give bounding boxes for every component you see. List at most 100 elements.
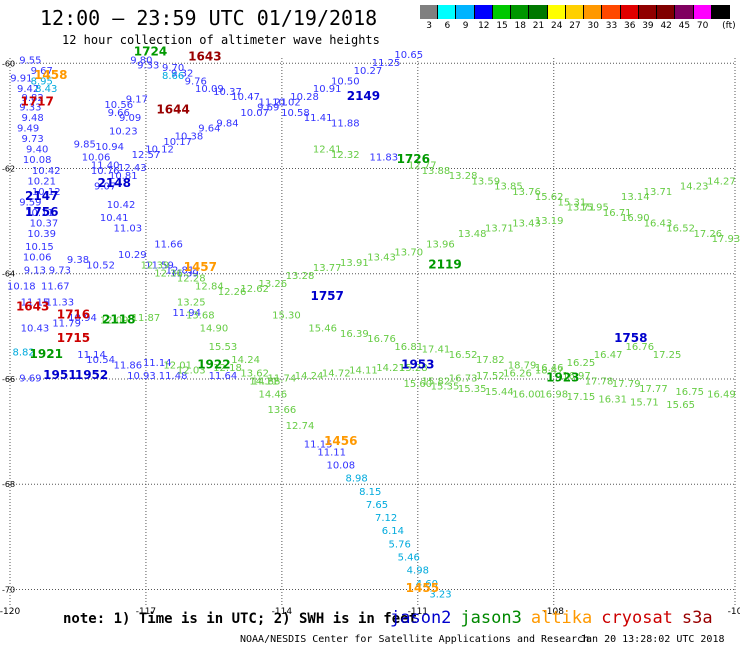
legend-jason3: jason3 [460,608,522,628]
wave-height-label: 10.29 [118,250,147,261]
wave-height-label: 13.85 [494,182,523,193]
wave-height-label: 3.23 [429,589,451,600]
wave-height-label: 9.84 [216,118,238,129]
wave-height-label: 10.76 [91,166,120,177]
wave-height-label: 10.37 [213,87,242,98]
wave-height-label: 16.76 [626,342,655,353]
wave-height-label: 16.71 [603,208,632,219]
color-scale-label: 18 [514,21,527,31]
time-label: 2149 [347,89,380,103]
wave-height-label: 15.28 [399,363,428,374]
wave-height-label: 11.83 [370,153,399,164]
wave-height-label: 10.11 [25,208,54,219]
color-swatch [547,5,566,19]
color-swatch [584,5,603,19]
wave-height-label: 16.75 [675,387,704,398]
wave-height-label: 10.41 [100,213,129,224]
wave-height-label: 9.48 [22,113,44,124]
wave-height-label: 12.28 [177,274,206,285]
wave-height-label: 14.24 [295,371,324,382]
wave-height-label: 9.69 [19,374,41,385]
wave-height-label: 10.50 [331,76,360,87]
color-swatch [693,5,712,19]
wave-height-label: 10.12 [32,187,61,198]
wave-height-label: 10.07 [240,108,269,119]
color-scale-label: (ft) [722,21,736,31]
wave-height-label: 10.42 [107,200,136,211]
wave-height-label: 11.15 [21,297,50,308]
wave-height-label: 15.71 [630,397,659,408]
wave-height-label: 17.93 [712,234,740,245]
time-label: 1455 [406,581,439,595]
credit-timestamp: Jan 20 13:28:02 UTC 2018 [580,634,725,645]
wave-height-label: 16.90 [621,213,650,224]
wave-height-label: 12.81 [166,266,195,277]
wave-height-label: 17.79 [612,379,641,390]
wave-height-label: 4.60 [416,579,438,590]
wave-height-label: 12.57 [132,150,161,161]
color-scale-bar [420,5,730,19]
wave-height-label: 10.09 [195,84,224,95]
wave-height-label: 12.74 [286,421,315,432]
wave-height-label: 12.62 [240,284,269,295]
color-scale-label: 42 [660,21,672,31]
wave-height-label: 5.76 [389,539,411,550]
color-swatch [565,5,585,19]
wave-height-label: 10.65 [394,50,423,61]
wave-height-label: 14.90 [200,324,229,335]
wave-height-label: 13.19 [535,216,564,227]
wave-height-label: 12.43 [118,163,147,174]
x-tick-label: -120 [0,607,20,617]
wave-height-label: 15.30 [272,310,301,321]
wave-height-label: 12.84 [195,282,224,293]
wave-height-label: 10.28 [290,92,319,103]
wave-height-label: 9.09 [119,113,141,124]
color-scale-labels: 3 6 9 12 15 18 21 24 27 30 33 36 39 42 45 70 (ft) [420,21,740,33]
wave-height-label: 12.77 [408,161,437,172]
time-label: 1726 [397,152,430,166]
wave-height-label: 10.56 [104,100,133,111]
wave-height-label: 16.26 [503,368,532,379]
wave-height-label: 9.73 [22,134,44,145]
wave-height-label: 13.25 [177,297,206,308]
wave-height-label: 12.36 [154,268,183,279]
wave-height-label: 13.59 [471,176,500,187]
wave-height-label: 14.24 [231,355,260,366]
wave-height-label: 16.00 [512,389,541,400]
legend-altika: altika [530,608,593,628]
color-scale-label: 45 [678,21,691,31]
wave-height-label: 14.72 [322,368,351,379]
wave-height-label: 8.95 [31,76,53,87]
y-tick-label: -62 [2,165,15,174]
color-swatch [529,5,548,19]
wave-height-label: 16.31 [598,395,627,406]
wave-height-label: 9.80 [130,55,152,66]
color-swatch [420,5,439,19]
wave-height-label: 15.62 [535,192,564,203]
wave-height-label: 17.78 [585,376,614,387]
color-swatch [638,5,658,19]
wave-height-label: 8.66 [162,71,184,82]
wave-height-label: 11.25 [372,58,401,69]
time-label: 1756 [25,205,58,219]
color-swatch [711,5,730,19]
color-scale-label: 24 [551,21,563,31]
wave-height-label: 15.31 [558,197,587,208]
wave-height-label: 16.98 [539,389,568,400]
wave-height-label: 17.15 [567,392,596,403]
wave-height-label: 11.86 [113,360,142,371]
wave-height-label: 10.52 [86,260,115,271]
wave-height-label: 12.03 [177,366,206,377]
wave-height-label: 11.66 [154,239,183,250]
wave-height-label: 10.94 [68,313,97,324]
wave-height-label: 8.82 [12,347,34,358]
wave-height-label: 11.11 [317,447,346,458]
wave-height-label: 9.42 [17,84,39,95]
y-tick-label: -68 [2,480,15,489]
x-tick-label: -108 [544,607,565,617]
wave-height-label: 10.94 [95,142,124,153]
wave-height-label: 9.82 [22,93,44,104]
wave-height-label: 17.41 [422,345,451,356]
wave-height-label: 14.46 [258,389,287,400]
